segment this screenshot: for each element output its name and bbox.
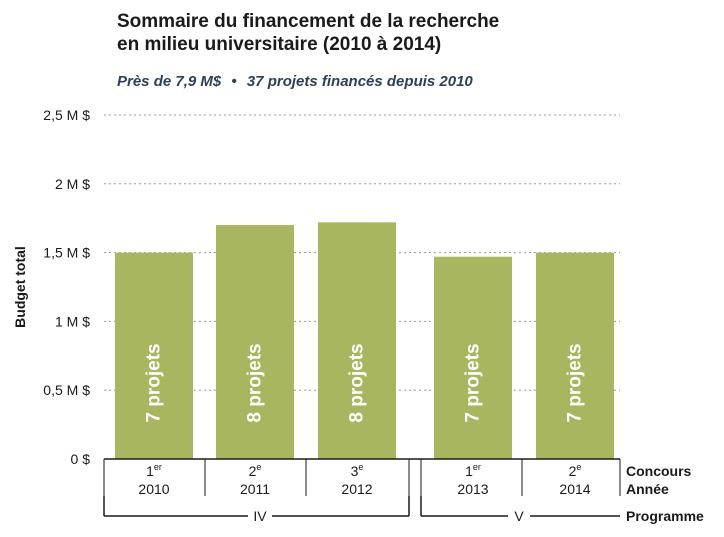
bar-label: 7 projets: [565, 343, 586, 422]
programme-label: V: [514, 508, 524, 524]
bar-label: 7 projets: [144, 343, 165, 422]
row-label-concours: Concours: [626, 463, 692, 479]
year-label: 2011: [240, 481, 270, 497]
y-tick-label: 1 M $: [55, 313, 90, 329]
bar-label: 7 projets: [463, 343, 484, 422]
concours-label: 1er: [465, 462, 481, 479]
chart-title-line-2: en milieu universitaire (2010 à 2014): [117, 34, 442, 55]
concours-label: 3e: [351, 462, 364, 479]
subtitle-separator: •: [231, 73, 237, 90]
bar-2014: [536, 252, 614, 459]
programme-label: IV: [253, 508, 267, 524]
bar-label: 8 projets: [347, 343, 368, 422]
y-tick-label: 2 M $: [55, 176, 90, 192]
y-tick-label: 2,5 M $: [43, 107, 90, 123]
y-tick-label: 0 $: [71, 451, 91, 467]
bar-2012: [318, 222, 396, 459]
row-label-annee: Année: [626, 481, 669, 497]
chart-title-line-1: Sommaire du financement de la recherche: [117, 11, 500, 32]
year-label: 2013: [457, 481, 488, 497]
concours-label: 2e: [249, 462, 262, 479]
chart-title: Sommaire du financement de la recherche …: [117, 10, 717, 56]
bar-2013: [434, 256, 512, 459]
subtitle-budget: Près de 7,9 M$: [117, 73, 222, 90]
chart-subtitle: Près de 7,9 M$ • 37 projets financés dep…: [117, 73, 717, 90]
y-axis-label: Budget total: [12, 246, 28, 328]
year-label: 2010: [138, 481, 169, 497]
year-label: 2012: [341, 481, 372, 497]
year-label: 2014: [559, 481, 590, 497]
bar-2011: [216, 225, 294, 459]
concours-label: 1er: [146, 462, 162, 479]
bar-2010: [115, 252, 193, 459]
y-tick-label: 0,5 M $: [43, 382, 90, 398]
y-tick-label: 1,5 M $: [43, 245, 90, 261]
subtitle-projects: 37 projets financés depuis 2010: [246, 73, 473, 90]
row-label-programme: Programme: [626, 508, 704, 524]
concours-label: 2e: [569, 462, 582, 479]
bar-label: 8 projets: [245, 343, 266, 422]
